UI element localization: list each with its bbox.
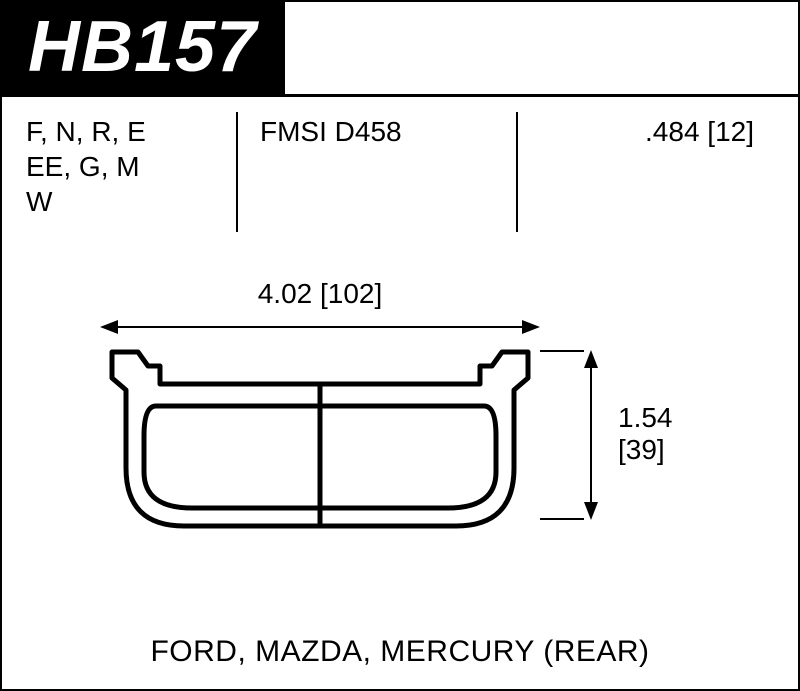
compounds-line-1: F, N, R, E [26,114,216,149]
part-number: HB157 [28,6,257,88]
diagram-area: 4.02 [102] 1.54 [39] [0,260,800,620]
height-dimension-arrow [584,350,598,520]
brake-pad-outline [100,340,540,540]
width-dimension-label: 4.02 [102] [100,278,540,310]
width-dimension: 4.02 [102] [100,282,540,332]
application-footer: FORD, MAZDA, MERCURY (REAR) [0,635,800,669]
header-underline [0,94,800,97]
height-value-mm: [39] [618,434,673,466]
height-dimension-label: 1.54 [39] [618,402,673,466]
compounds-line-3: W [26,184,216,219]
spec-row: F, N, R, E EE, G, M W FMSI D458 .484 [12… [26,112,774,232]
thickness-column: .484 [12] [516,112,774,232]
compounds-line-2: EE, G, M [26,149,216,184]
thickness-value: .484 [12] [540,114,754,149]
height-value-in: 1.54 [618,402,673,434]
part-number-header: HB157 [0,0,285,94]
height-ext-line-bottom [540,518,584,520]
width-dimension-arrow [100,320,540,334]
fmsi-value: FMSI D458 [260,114,496,149]
fmsi-column: FMSI D458 [236,112,516,232]
compounds-column: F, N, R, E EE, G, M W [26,112,236,232]
height-dimension: 1.54 [39] [560,350,760,530]
height-ext-line-top [540,350,584,352]
